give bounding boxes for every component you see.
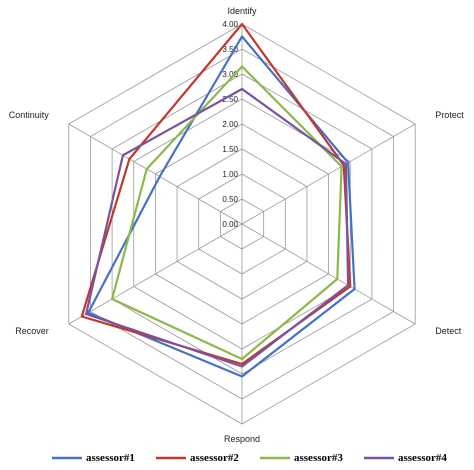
axis-spoke: [241, 223, 416, 325]
tick-label: 0.50: [222, 195, 238, 204]
legend-label: assessor#2: [190, 452, 239, 464]
axis-spoke: [68, 223, 243, 325]
legend-label: assessor#4: [398, 452, 447, 464]
legend-label: assessor#3: [294, 452, 343, 464]
radar-axes: [68, 24, 416, 424]
tick-label: 4.00: [222, 20, 238, 29]
axis-label-identify: Identify: [227, 6, 257, 16]
axis-spoke: [241, 123, 416, 225]
tick-label: 1.00: [222, 170, 238, 179]
radial-tick-labels: 0.00 0.50 1.00 1.50 2.00 2.50 3.00 3.50 4.00: [222, 20, 238, 229]
tick-label: 2.50: [222, 95, 238, 104]
axis-label-protect: Protect: [435, 110, 464, 120]
tick-label: 3.00: [222, 70, 238, 79]
axis-label-detect: Detect: [435, 326, 462, 336]
axis-label-continuity: Continuity: [9, 110, 50, 120]
legend-label: assessor#1: [86, 452, 135, 464]
series-line-assessor#2: [80, 22, 352, 366]
tick-label: 1.50: [222, 145, 238, 154]
tick-label: 0.00: [222, 220, 238, 229]
legend: assessor#1 assessor#2 assessor#3 assessor#4: [52, 452, 447, 464]
radar-series: [80, 22, 356, 378]
axis-spoke: [68, 123, 243, 225]
axis-label-recover: Recover: [15, 326, 49, 336]
axis-label-respond: Respond: [224, 434, 260, 444]
tick-label: 2.00: [222, 120, 238, 129]
tick-label: 3.50: [222, 45, 238, 54]
axis-labels: Identify Protect Detect Respond Recover Conti…: [9, 6, 464, 444]
